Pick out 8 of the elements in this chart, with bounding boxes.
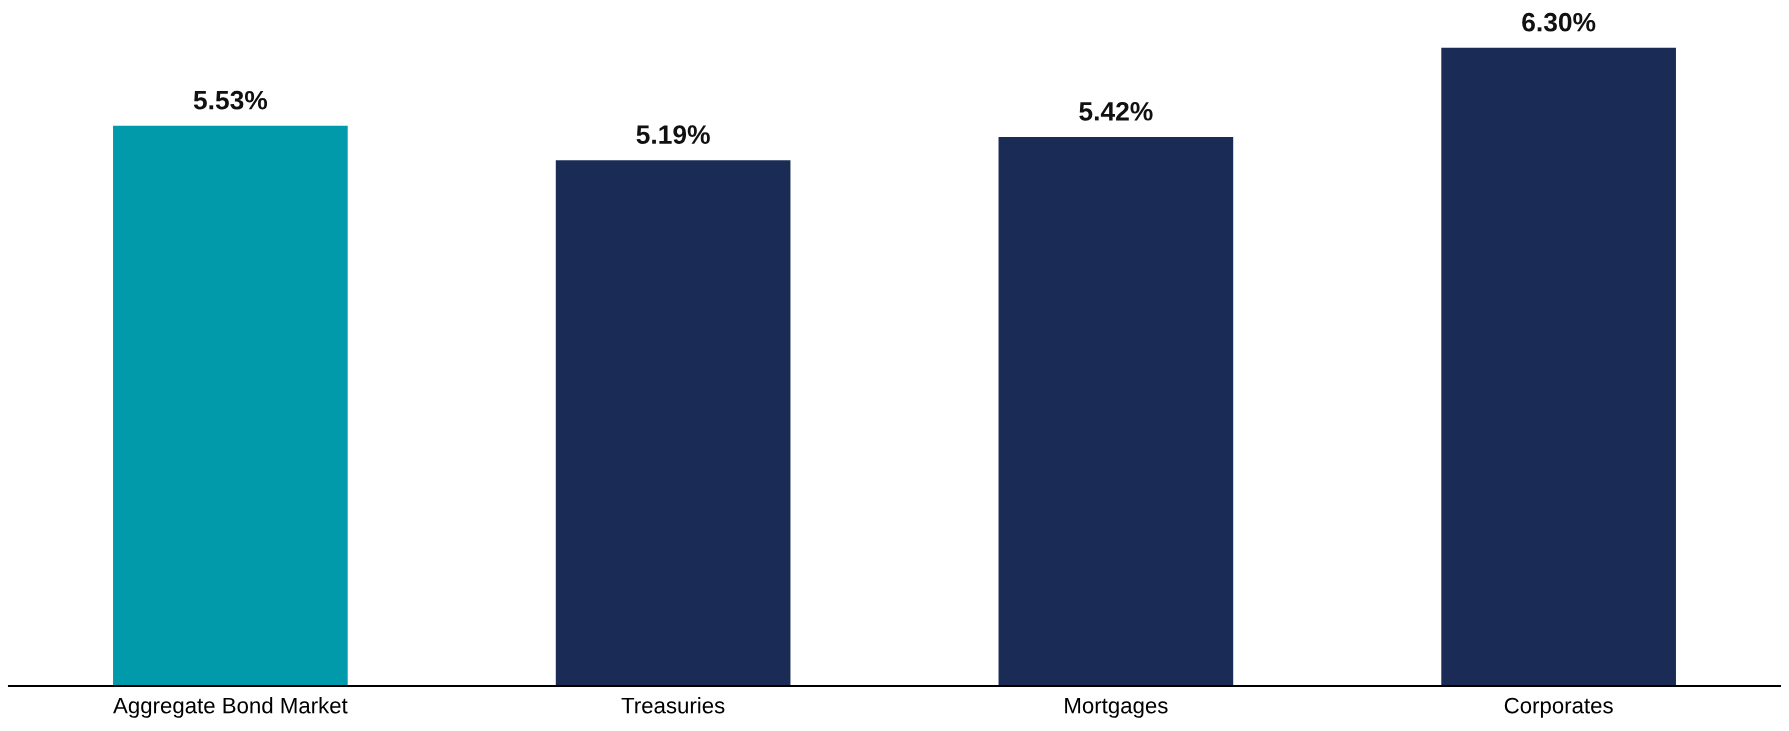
- data-label: 6.30%: [1522, 12, 1596, 32]
- data-label: 5.53%: [193, 90, 268, 110]
- data-label: 5.19%: [636, 125, 710, 144]
- data-label: 5.42%: [1079, 101, 1153, 121]
- x-tick-label: Aggregate Bond Market: [113, 697, 348, 718]
- x-tick-label: Mortgages: [1065, 697, 1168, 718]
- x-tick-label: Treasuries: [621, 697, 725, 714]
- x-tick-label: Corporates: [1504, 697, 1613, 718]
